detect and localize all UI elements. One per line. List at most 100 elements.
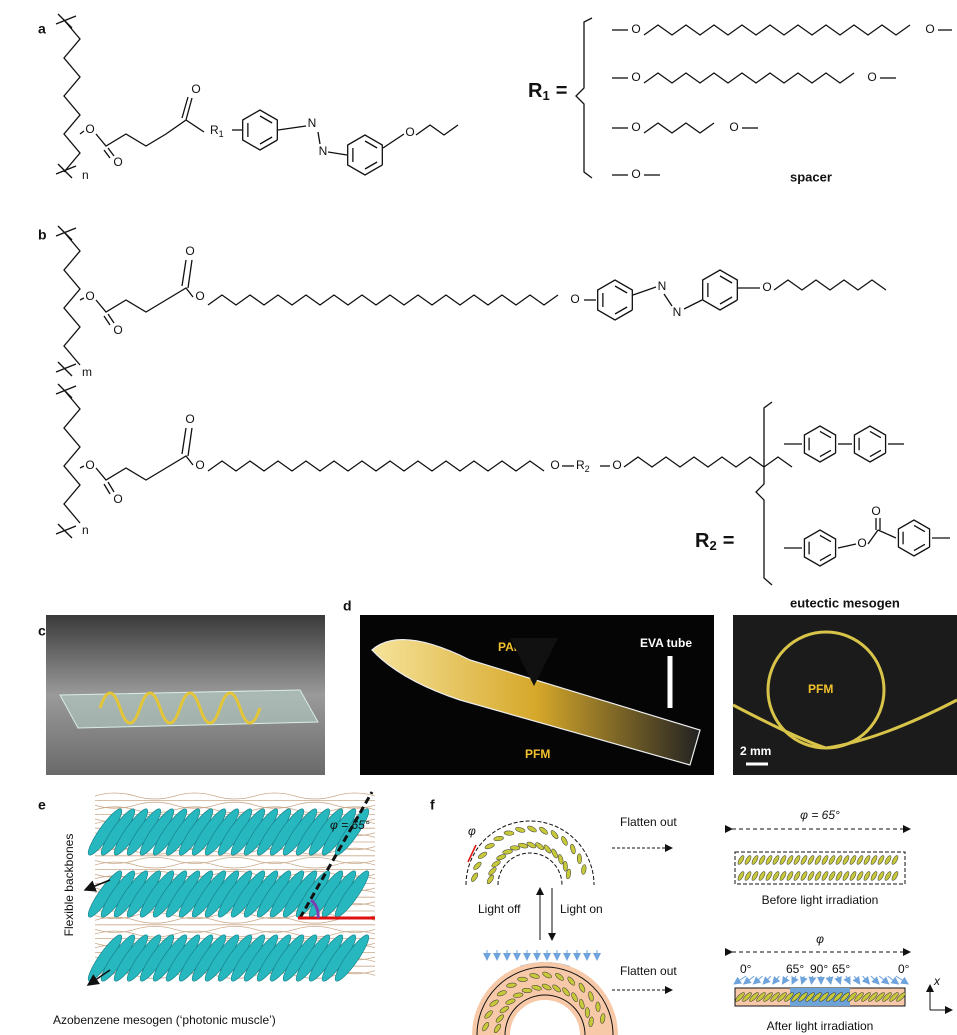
bond	[64, 20, 80, 172]
bond	[80, 131, 84, 134]
atom: O	[631, 120, 640, 134]
angle-tick: 90°	[810, 962, 828, 976]
atom: O	[570, 292, 579, 306]
bond	[64, 232, 80, 365]
atom: O	[762, 280, 771, 294]
atom: O	[631, 167, 640, 181]
equals: =	[556, 80, 568, 102]
atom: O	[185, 412, 194, 426]
mesogen	[807, 871, 815, 882]
bond	[96, 120, 204, 146]
bond	[820, 535, 831, 541]
bond	[684, 300, 702, 309]
bond	[820, 554, 831, 560]
mesogen	[835, 871, 843, 882]
mesogen	[891, 871, 899, 882]
backbone-strand	[95, 862, 375, 868]
light-ray	[773, 976, 780, 984]
bond	[96, 456, 193, 480]
atom: O	[631, 70, 640, 84]
atom: O	[867, 70, 876, 84]
light-ray	[753, 976, 762, 984]
light-ray	[744, 976, 755, 984]
mesogen	[821, 855, 829, 866]
mesogen	[814, 855, 822, 866]
axis-label: Flexible backbones	[62, 834, 76, 937]
light-ray	[734, 976, 746, 984]
label: PABBP	[498, 640, 539, 654]
atom: O	[195, 458, 204, 472]
bond	[182, 428, 186, 454]
bond	[838, 544, 856, 548]
mesogen	[793, 871, 801, 882]
light-ray	[782, 976, 787, 984]
light-ray	[811, 976, 812, 984]
backbone-strand	[95, 926, 375, 932]
light-ray	[763, 976, 771, 984]
bond	[208, 461, 544, 471]
mesogen	[786, 855, 794, 866]
angle-tick: 0°	[898, 962, 910, 976]
atom: O	[113, 155, 122, 169]
mesogen	[786, 871, 794, 882]
repeat-n: n	[82, 523, 89, 537]
bond	[615, 307, 627, 314]
light-ray	[896, 976, 908, 984]
mesogen	[772, 855, 780, 866]
glass-slide	[60, 690, 318, 728]
bond	[182, 260, 186, 286]
mesogen	[515, 826, 526, 833]
mesogen	[765, 855, 773, 866]
bond	[260, 137, 272, 144]
atom: O	[729, 120, 738, 134]
bond	[365, 162, 377, 169]
bond	[188, 428, 192, 456]
mesogen	[493, 836, 504, 842]
bond	[58, 164, 72, 178]
mesogen	[835, 855, 843, 866]
light-ray	[829, 976, 831, 984]
mesogen	[472, 861, 482, 871]
r-group: R1	[210, 123, 224, 139]
bond	[58, 14, 72, 28]
mesogen	[491, 859, 502, 868]
atom: O	[612, 458, 621, 472]
mesogen-caption: eutectic mesogen	[790, 595, 900, 610]
mesogen	[849, 871, 857, 882]
panel-label: c	[38, 623, 46, 639]
mesogen	[522, 988, 532, 993]
mesogen	[526, 841, 537, 849]
r-sub: 2	[585, 464, 590, 474]
atom: O	[113, 492, 122, 506]
bond	[96, 288, 193, 312]
light-ray	[846, 976, 850, 984]
bond	[58, 524, 72, 538]
mesogen	[484, 842, 495, 850]
scale-label: 2 mm	[740, 744, 771, 758]
caption: After light irradiation	[767, 1019, 874, 1033]
r2-label: R2=	[695, 530, 734, 553]
bond	[188, 260, 192, 288]
atom: O	[85, 122, 94, 136]
mesogen	[821, 871, 829, 882]
bond	[820, 431, 831, 437]
atom: O	[85, 289, 94, 303]
light-ray	[871, 976, 879, 984]
r-group: R2	[576, 458, 590, 474]
light-ray	[792, 976, 796, 984]
atom: N	[308, 116, 317, 130]
mesogen	[863, 871, 871, 882]
flatten: Flatten out	[620, 815, 677, 829]
mesogen	[744, 871, 752, 882]
structure-lines	[56, 14, 952, 585]
mesogen	[504, 831, 514, 836]
bond	[615, 286, 627, 293]
bond	[104, 150, 110, 158]
atom: O	[191, 82, 200, 96]
bond	[820, 450, 831, 456]
atom: O	[631, 22, 640, 36]
light-on: Light on	[560, 902, 603, 916]
backbone-strand	[95, 793, 375, 799]
bond	[720, 276, 732, 283]
mesogen	[779, 871, 787, 882]
